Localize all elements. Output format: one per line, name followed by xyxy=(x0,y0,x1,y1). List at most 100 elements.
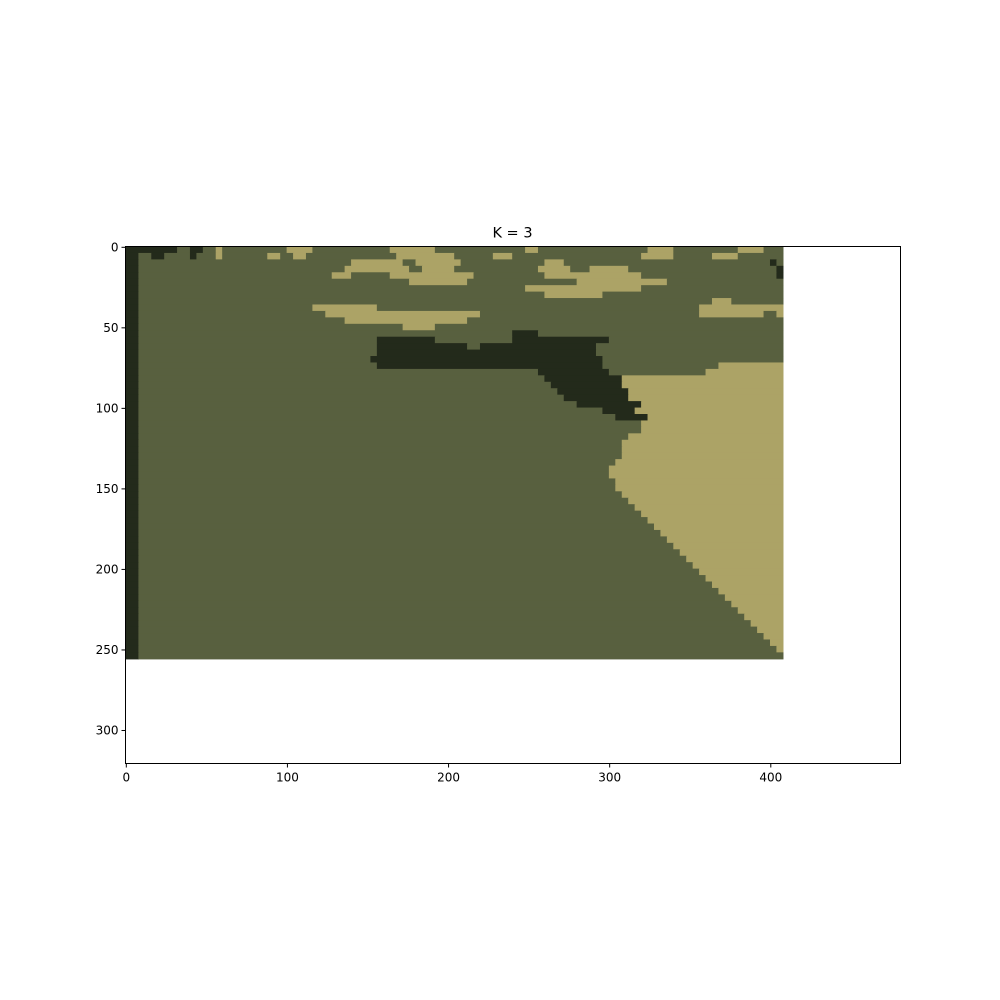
image-cell xyxy=(138,310,326,318)
image-cell xyxy=(312,246,391,254)
image-cell xyxy=(138,517,649,525)
image-cell xyxy=(125,529,139,538)
image-cell xyxy=(125,568,139,576)
image-cell xyxy=(138,568,700,576)
image-cell xyxy=(602,291,784,299)
image-cell xyxy=(215,246,223,254)
image-cell xyxy=(589,265,629,273)
image-cell xyxy=(467,343,481,351)
image-cell xyxy=(125,298,139,306)
image-cell xyxy=(222,252,268,260)
x-tick-label: 400 xyxy=(759,771,782,785)
image-cell xyxy=(138,504,636,512)
image-cell xyxy=(138,600,732,608)
x-tick-label: 100 xyxy=(276,771,299,785)
image-cell xyxy=(563,394,629,402)
image-cell xyxy=(280,252,294,260)
image-cell xyxy=(138,491,623,499)
image-cell xyxy=(641,510,784,518)
image-cell xyxy=(125,587,139,595)
image-cell xyxy=(370,356,604,364)
image-cell xyxy=(409,265,423,273)
image-cell xyxy=(267,252,281,260)
image-cell xyxy=(138,594,726,602)
image-cell xyxy=(570,265,591,273)
image-cell xyxy=(454,265,539,273)
image-cell xyxy=(125,562,139,570)
image-cell xyxy=(125,575,139,583)
image-cell xyxy=(138,349,378,357)
image-cell xyxy=(125,645,139,653)
image-cell xyxy=(125,491,139,499)
image-cell xyxy=(312,304,378,312)
image-cell xyxy=(125,523,139,531)
image-cell xyxy=(138,426,642,434)
image-cell xyxy=(737,246,765,254)
image-cell xyxy=(125,388,139,396)
image-cell xyxy=(138,330,513,338)
image-cell xyxy=(544,259,565,267)
image-cell xyxy=(699,568,784,576)
image-cell xyxy=(177,246,191,254)
image-cell xyxy=(125,272,139,280)
image-cell xyxy=(544,291,604,299)
image-cell xyxy=(744,613,784,621)
y-tick-label: 200 xyxy=(96,562,119,576)
image-cell xyxy=(602,407,636,415)
image-cell xyxy=(125,323,139,331)
image-cell xyxy=(138,555,687,563)
image-cell xyxy=(125,652,139,660)
image-cell xyxy=(222,246,288,254)
image-cell xyxy=(125,600,139,608)
image-cell xyxy=(138,446,623,454)
image-cell xyxy=(512,336,610,344)
image-cell xyxy=(686,555,784,563)
image-cell xyxy=(711,252,739,260)
image-cell xyxy=(164,252,191,260)
image-cell xyxy=(138,549,681,557)
image-cell xyxy=(125,368,139,376)
image-cell xyxy=(473,272,546,280)
image-cell xyxy=(138,375,546,383)
image-cell xyxy=(138,620,752,628)
image-cell xyxy=(692,562,784,570)
image-cell xyxy=(376,343,468,351)
image-cell xyxy=(344,317,468,325)
image-cell xyxy=(621,381,784,389)
image-cell xyxy=(138,252,152,260)
image-cell xyxy=(125,517,139,525)
image-cell xyxy=(138,581,713,589)
image-cell xyxy=(138,633,765,641)
image-cell xyxy=(138,459,616,467)
image-cell xyxy=(673,252,713,260)
image-cell xyxy=(202,246,217,254)
image-cell xyxy=(125,549,139,557)
image-cell xyxy=(125,536,139,544)
image-cell xyxy=(125,426,139,434)
image-cell xyxy=(138,362,378,370)
image-cell xyxy=(138,414,616,422)
image-cell xyxy=(608,471,784,480)
image-cell xyxy=(138,439,623,447)
image-cell xyxy=(705,368,784,376)
image-cell xyxy=(608,465,784,473)
image-cell xyxy=(138,587,720,595)
image-cell xyxy=(351,259,404,267)
image-cell xyxy=(138,356,372,364)
image-cell xyxy=(138,278,410,286)
image-cell xyxy=(138,291,546,299)
image-cell xyxy=(628,394,784,402)
image-cell xyxy=(621,491,784,499)
image-cell xyxy=(763,310,778,318)
image-cell xyxy=(628,497,784,505)
image-cell xyxy=(125,465,139,473)
image-cell xyxy=(125,607,139,615)
image-cell xyxy=(557,388,629,396)
image-cell xyxy=(189,252,197,260)
image-cell xyxy=(125,407,139,415)
image-cell xyxy=(151,252,165,260)
image-cell xyxy=(699,310,765,318)
image-cell xyxy=(711,298,732,306)
image-cell xyxy=(376,362,604,370)
